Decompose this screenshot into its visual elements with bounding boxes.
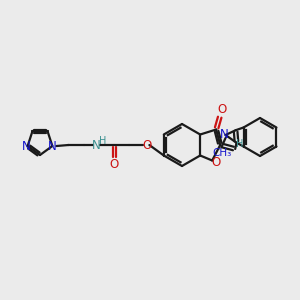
Text: CH₃: CH₃ <box>212 148 231 158</box>
Text: N: N <box>220 128 229 140</box>
Text: O: O <box>143 139 152 152</box>
Text: H: H <box>99 136 106 146</box>
Text: N: N <box>92 139 101 152</box>
Text: H: H <box>236 139 244 149</box>
Text: O: O <box>212 156 221 169</box>
Text: N: N <box>22 140 31 152</box>
Text: O: O <box>218 103 227 116</box>
Text: O: O <box>110 158 119 170</box>
Text: N: N <box>48 140 57 152</box>
